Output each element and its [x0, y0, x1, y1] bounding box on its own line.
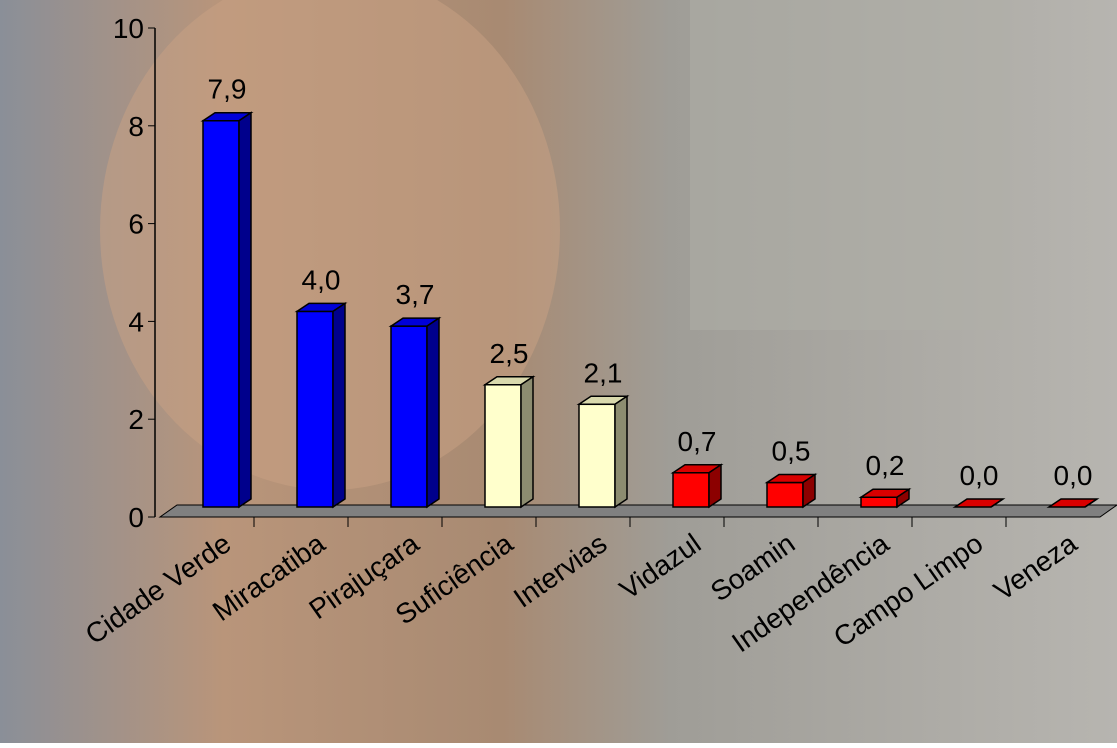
y-tick-label: 10 [113, 13, 144, 44]
bar-side [520, 375, 534, 509]
value-label: 0,5 [772, 436, 811, 467]
bar [484, 384, 522, 508]
bar-side [238, 111, 252, 509]
bar [766, 481, 804, 508]
y-tick-label: 0 [128, 502, 144, 533]
value-label: 0,2 [866, 450, 905, 481]
bar [578, 403, 616, 508]
background-photo [690, 0, 1010, 330]
bar-side [990, 498, 1004, 508]
bar [672, 472, 710, 508]
bar-side [426, 316, 440, 509]
bar [390, 325, 428, 508]
bar [202, 119, 240, 508]
value-label: 2,5 [490, 338, 529, 369]
bar-side [332, 301, 346, 509]
bar [860, 496, 898, 508]
bar-side [708, 463, 722, 509]
value-label: 0,0 [960, 460, 999, 491]
value-label: 4,0 [302, 264, 341, 295]
bar-side [802, 473, 816, 509]
value-label: 7,9 [208, 74, 247, 105]
bar-side [1084, 498, 1098, 508]
bar [296, 310, 334, 508]
y-tick-label: 6 [128, 209, 144, 240]
y-tick-label: 4 [128, 306, 144, 337]
value-label: 0,7 [678, 426, 717, 457]
y-tick-label: 8 [128, 111, 144, 142]
floor [158, 504, 1117, 518]
bar-side [896, 487, 910, 509]
value-label: 2,1 [584, 357, 623, 388]
y-tick-label: 2 [128, 404, 144, 435]
bar-side [614, 394, 628, 509]
value-label: 3,7 [396, 279, 435, 310]
value-label: 0,0 [1054, 460, 1093, 491]
